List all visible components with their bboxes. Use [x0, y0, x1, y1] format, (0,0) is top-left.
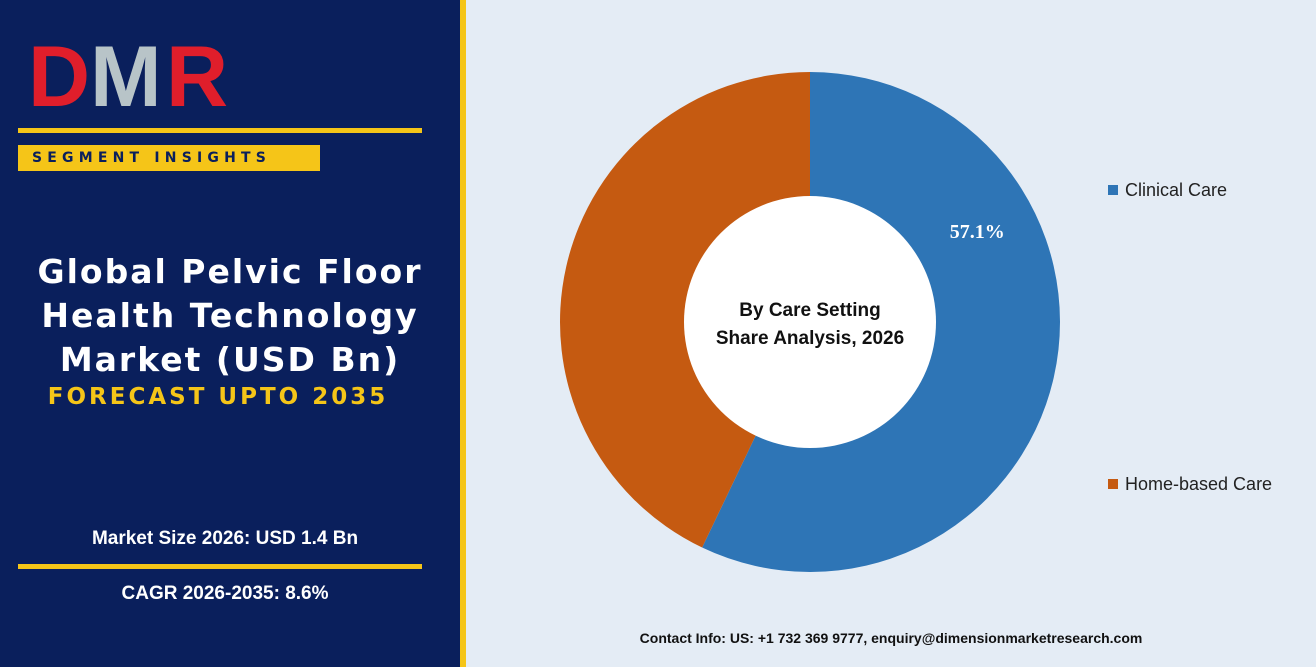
legend-item-clinical-care: Clinical Care	[1108, 180, 1227, 200]
segment-insights-badge: SEGMENT INSIGHTS	[18, 145, 320, 171]
title-line-1: Global Pelvic Floor	[37, 252, 423, 291]
cagr-stat: CAGR 2026-2035: 8.6%	[121, 583, 329, 604]
legend-swatch-home-based-care	[1108, 479, 1118, 489]
report-title: Global Pelvic Floor Health Technology Ma…	[0, 250, 460, 382]
donut-chart: By Care Setting Share Analysis, 2026 57.…	[559, 72, 1060, 572]
contact-info: Contact Info: US: +1 732 369 9777, enqui…	[639, 630, 1143, 646]
legend-item-home-based-care: Home-based Care	[1108, 474, 1272, 494]
data-label-clinical-care: 57.1%	[950, 221, 1005, 243]
center-label-line-1: By Care Setting	[739, 300, 880, 321]
logo-letter-d: D	[28, 36, 87, 116]
dmr-logo: D M R	[28, 29, 238, 125]
gold-separator-bottom	[18, 564, 422, 569]
donut-hole	[684, 196, 936, 448]
left-info-panel: D M R SEGMENT INSIGHTS Global Pelvic Flo…	[0, 0, 460, 667]
logo-letter-m: M	[90, 36, 158, 116]
market-size-stat: Market Size 2026: USD 1.4 Bn	[91, 528, 359, 549]
gold-separator-top	[18, 128, 422, 133]
title-line-3: Market (USD Bn)	[59, 340, 401, 379]
center-label-line-2: Share Analysis, 2026	[716, 328, 904, 349]
forecast-label: FORECAST UPTO 2035	[47, 384, 389, 410]
gold-vertical-divider	[460, 0, 466, 667]
legend-swatch-clinical-care	[1108, 185, 1118, 195]
title-line-2: Health Technology	[41, 296, 419, 335]
legend-label-clinical-care: Clinical Care	[1125, 179, 1228, 200]
logo-letter-r: R	[166, 36, 227, 116]
legend-label-home-based-care: Home-based Care	[1125, 473, 1273, 494]
